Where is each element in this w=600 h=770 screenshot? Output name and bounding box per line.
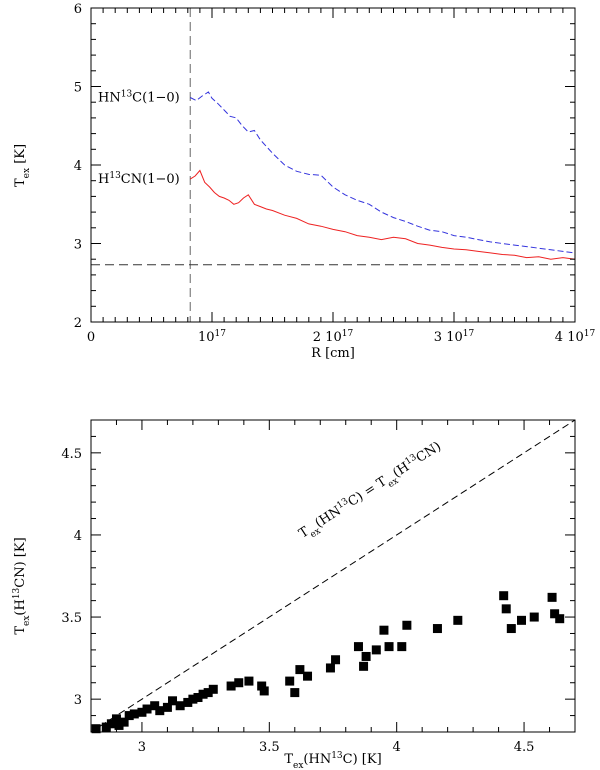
- scatter-point: [183, 697, 193, 707]
- bottom-panel: Tex(HN13C) = Tex(H13CN) 3 3.5 4 4.5 3 3.5 4 4.5 T…: [12, 419, 576, 770]
- equality-line-label: Tex(HN13C) = Tex(H13CN): [296, 438, 446, 545]
- scatter-point: [384, 642, 394, 652]
- top-plot-frame: [90, 7, 576, 323]
- x-tick-label: 0: [87, 330, 95, 345]
- x-tick-label: 2 1017: [313, 329, 354, 345]
- scatter-point: [119, 717, 129, 727]
- series-line-h13cn: [189, 169, 576, 260]
- scatter-point: [150, 701, 160, 711]
- scatter-point: [193, 693, 203, 703]
- scatter-point: [432, 624, 442, 634]
- scatter-point: [402, 620, 412, 630]
- scatter-point: [550, 609, 560, 619]
- scatter-point: [379, 625, 389, 635]
- scatter-point: [114, 720, 124, 730]
- top-panel: HN13C(1−0) H13CN(1−0) 2 3 4 5 6 0 1017 2 1017 3 10…: [13, 2, 595, 361]
- x-axis-label: Tex(HN13C) [K]: [284, 751, 381, 770]
- scatter-point: [234, 678, 244, 688]
- x-tick-label: 1017: [198, 329, 226, 345]
- scatter-point: [124, 711, 134, 721]
- y-tick-label: 5: [74, 81, 82, 96]
- scatter-point: [244, 676, 254, 686]
- x-axis-label: R [cm]: [311, 346, 355, 361]
- x-tick-label: 4 1017: [555, 329, 596, 345]
- scatter-point: [371, 645, 381, 655]
- scatter-point: [175, 701, 185, 711]
- y-tick-label: 3.5: [61, 611, 82, 626]
- x-tick-label: 3: [138, 740, 146, 755]
- x-tick-label: 3.5: [259, 740, 280, 755]
- scatter-point: [155, 706, 165, 716]
- scatter-point: [331, 655, 341, 665]
- scatter-point: [203, 688, 213, 698]
- scatter-point: [453, 615, 463, 625]
- scatter-point: [259, 686, 269, 696]
- x-tick-label: 4: [393, 740, 401, 755]
- y-tick-label: 3: [74, 238, 82, 253]
- scatter-point: [91, 724, 101, 734]
- scatter-point: [295, 665, 305, 675]
- equality-line: [90, 419, 576, 733]
- scatter-point: [303, 671, 313, 681]
- series-label-h13cn: H13CN(1−0): [98, 171, 180, 187]
- scatter-point: [162, 702, 172, 712]
- scatter-point: [325, 663, 335, 673]
- scatter-point: [188, 694, 198, 704]
- scatter-point: [142, 704, 152, 714]
- y-tick-label: 6: [74, 2, 82, 17]
- y-tick-label: 2: [74, 316, 82, 331]
- series-label-hn13c: HN13C(1−0): [98, 89, 180, 105]
- scatter-point: [101, 722, 111, 732]
- scatter-point: [137, 707, 147, 717]
- scatter-point: [168, 696, 178, 706]
- y-axis-label: Tex(H13CN) [K]: [12, 537, 32, 634]
- y-tick-label: 4.5: [61, 447, 82, 462]
- scatter-point: [285, 676, 295, 686]
- x-tick-label: 4.5: [514, 740, 535, 755]
- scatter-point: [529, 612, 539, 622]
- y-tick-label: 4: [74, 529, 82, 544]
- scatter-point: [106, 719, 116, 729]
- scatter-point: [290, 688, 300, 698]
- scatter-point: [359, 661, 369, 671]
- scatter-point: [353, 642, 363, 652]
- scatter-point: [361, 651, 371, 661]
- scatter-point: [555, 614, 565, 624]
- scatter-point: [111, 714, 121, 724]
- scatter-point: [208, 684, 218, 694]
- y-axis-label: Tex [K]: [13, 144, 32, 187]
- bottom-plot-frame: [90, 419, 576, 733]
- scatter-point: [129, 709, 139, 719]
- scatter-point: [517, 615, 527, 625]
- scatter-point: [257, 681, 267, 691]
- scatter-point: [226, 681, 236, 691]
- x-tick-label: 3 1017: [434, 329, 475, 345]
- scatter-point: [506, 624, 516, 634]
- scatter-point: [397, 642, 407, 652]
- series-line-hn13c: [189, 91, 576, 254]
- y-tick-label: 4: [74, 159, 82, 174]
- scatter-point: [547, 592, 557, 602]
- scatter-point: [499, 591, 509, 601]
- y-tick-label: 3: [74, 693, 82, 708]
- scatter-point: [198, 689, 208, 699]
- scatter-point: [501, 604, 511, 614]
